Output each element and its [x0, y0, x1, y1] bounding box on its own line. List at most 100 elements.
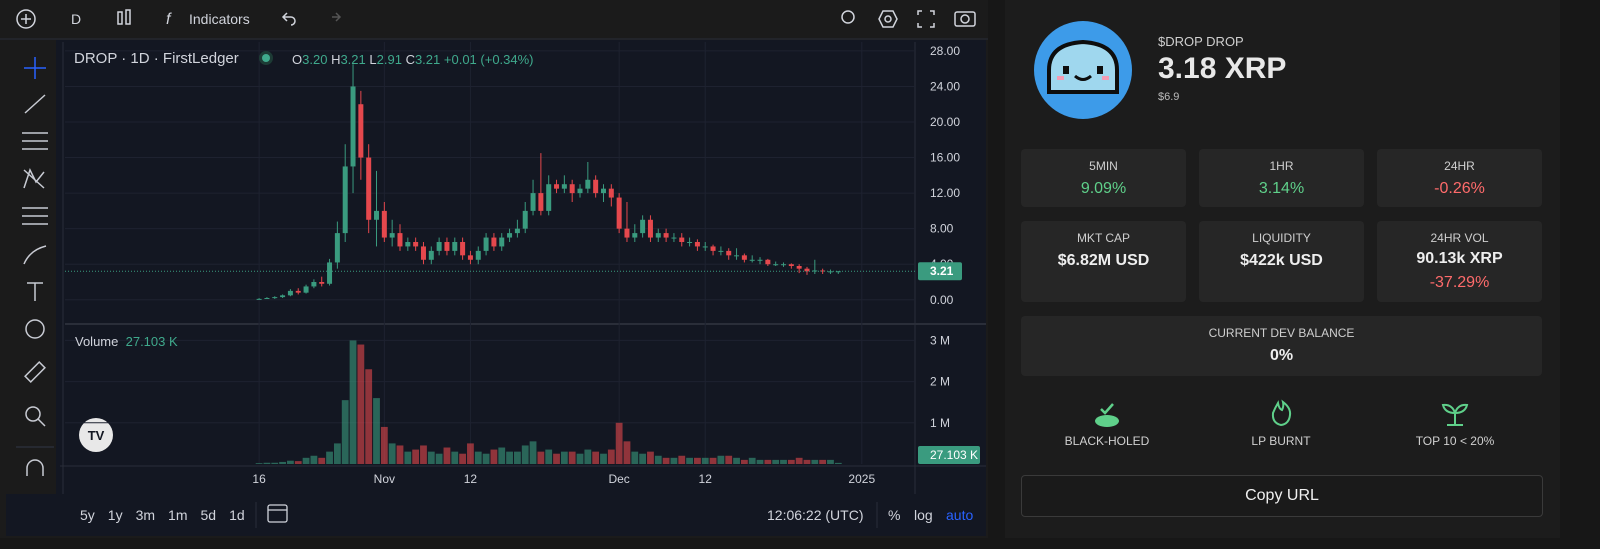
zoom-tool — [37, 418, 46, 427]
volume-tick-label: 3 M — [930, 333, 950, 347]
candles-icon[interactable] — [117, 11, 123, 25]
candle-body — [507, 233, 513, 238]
metric-card: 24HR VOL 90.13k XRP -37.29% — [1377, 221, 1542, 302]
pattern-tool[interactable] — [23, 168, 45, 189]
volume-bar — [631, 451, 639, 464]
value: 3.21 — [340, 52, 366, 67]
volume-bar — [412, 449, 420, 464]
volume-bar — [772, 459, 780, 464]
candles-icon — [125, 9, 131, 25]
volume-bar — [506, 451, 513, 464]
magnet-tool[interactable] — [26, 459, 44, 476]
candle-body — [460, 242, 466, 256]
candle-body — [679, 237, 685, 242]
auto-toggle[interactable]: auto — [946, 507, 973, 523]
candle-body — [749, 259, 755, 261]
last-price-box — [918, 262, 962, 281]
forecast-tool[interactable] — [22, 207, 48, 225]
candle-body — [757, 259, 763, 261]
candle-body — [444, 242, 450, 251]
stat-value: 9.09% — [1080, 180, 1127, 197]
alert-icon[interactable] — [841, 10, 855, 24]
candle-body — [405, 242, 411, 247]
candle-body — [788, 264, 794, 266]
range-button[interactable]: 5y — [80, 507, 95, 523]
volume-bar — [443, 447, 451, 464]
volume-bar — [795, 457, 803, 464]
zoom-tool[interactable] — [25, 406, 41, 422]
x-tick-label: 2025 — [848, 472, 875, 486]
indicators-button[interactable]: Indicators — [189, 11, 250, 27]
last-price-label: 3.21 — [930, 264, 954, 278]
metric-value: $6.82M USD — [1057, 252, 1150, 269]
candle-body — [287, 290, 293, 296]
volume-bar — [318, 457, 326, 464]
candle-body — [687, 242, 693, 243]
volume-bar — [341, 400, 349, 464]
percent-toggle[interactable]: % — [888, 507, 900, 523]
candle-body — [342, 166, 348, 234]
volume-bar — [467, 443, 474, 464]
range-button[interactable]: 3m — [135, 507, 156, 523]
candle-body — [710, 246, 716, 251]
interval[interactable]: D — [71, 11, 81, 27]
metric-label: MKT CAP — [1076, 231, 1131, 245]
settings-icon[interactable] — [878, 10, 898, 28]
candle-body — [624, 228, 630, 238]
undo-icon[interactable] — [281, 12, 296, 26]
change: +0.01 (+0.34%) — [443, 52, 534, 67]
volume-bar — [647, 451, 654, 464]
token-panel: $DROP DROP 3.18 XRP $6.9 5MIN 9.09% 1HR 3.… — [1005, 0, 1560, 538]
volume-bar — [529, 441, 537, 464]
clock: 12:06:22 (UTC) — [767, 507, 863, 523]
label: C — [405, 52, 415, 67]
stat-value: 3.14% — [1258, 180, 1305, 197]
range-button[interactable]: 1d — [229, 507, 245, 523]
range-buttons: 5y 1y 3m 1m 5d 1d — [80, 507, 245, 523]
screenshot-icon[interactable] — [954, 11, 976, 27]
range-button[interactable]: 1y — [107, 507, 123, 523]
brush-tool[interactable] — [23, 245, 47, 265]
volume-bar — [326, 451, 333, 464]
add-icon[interactable] — [16, 9, 36, 29]
volume-bar — [623, 441, 631, 464]
volume-bar — [420, 445, 427, 464]
y-tick-label: 16.00 — [930, 151, 960, 165]
last-volume-box — [918, 446, 980, 464]
redo-icon[interactable] — [332, 12, 342, 22]
fullscreen-icon[interactable] — [917, 10, 935, 28]
crosshair-tool[interactable] — [24, 57, 46, 79]
emoji-tool[interactable] — [25, 319, 45, 339]
candle-body — [734, 255, 740, 257]
dev-balance-card: CURRENT DEV BALANCE 0% — [1021, 316, 1542, 376]
candle-body — [820, 270, 826, 272]
volume-bar — [310, 455, 318, 464]
volume-bar — [451, 451, 459, 464]
candle-body — [616, 197, 622, 229]
candle-body — [491, 237, 497, 247]
avatar-slime — [1047, 39, 1119, 94]
candle-body — [366, 157, 372, 220]
candle-body — [608, 188, 614, 198]
date-range-icon[interactable] — [267, 504, 288, 523]
volume-bar — [271, 462, 279, 464]
trend-line-tool[interactable] — [24, 94, 46, 114]
volume-bar — [592, 451, 600, 464]
ruler-tool[interactable] — [24, 361, 46, 383]
volume-bar — [459, 453, 467, 464]
copy-url-button[interactable]: Copy URL — [1021, 475, 1543, 517]
candle-body — [538, 193, 544, 211]
stat-card: 24HR -0.26% — [1377, 149, 1542, 207]
volume-bar — [255, 463, 263, 464]
range-button[interactable]: 5d — [200, 507, 217, 523]
volume-bar — [490, 449, 498, 464]
text-tool[interactable] — [27, 282, 43, 301]
volume-bar — [560, 451, 568, 464]
volume-bar — [333, 443, 341, 464]
candle-body — [640, 219, 646, 234]
candle-body — [374, 210, 380, 220]
badge-icons — [1095, 399, 1469, 427]
log-toggle[interactable]: log — [914, 507, 933, 523]
range-button[interactable]: 1m — [168, 507, 188, 523]
fib-tool[interactable] — [22, 132, 48, 150]
